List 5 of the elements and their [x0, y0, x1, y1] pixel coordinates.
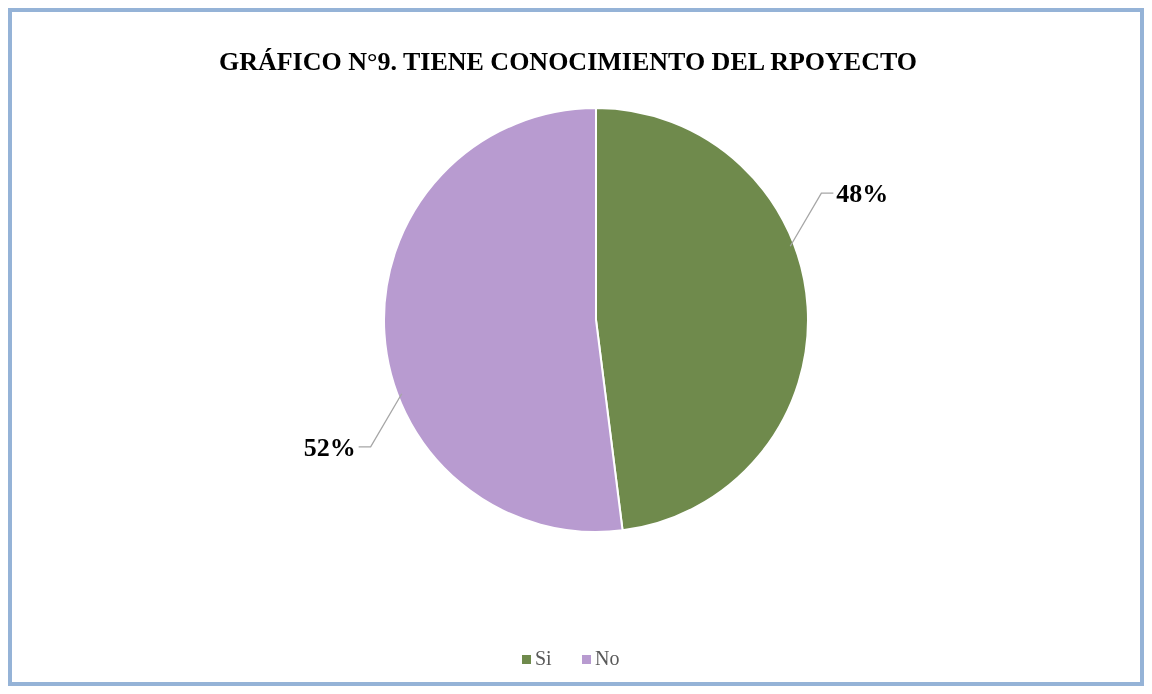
chart-title: GRÁFICO N°9. TIENE CONOCIMIENTO DEL RPOYECTO — [218, 47, 918, 76]
data-label: 48% — [836, 179, 889, 209]
legend-label: No — [595, 647, 620, 669]
legend-label: Si — [535, 647, 553, 669]
data-label: 52% — [303, 432, 356, 462]
